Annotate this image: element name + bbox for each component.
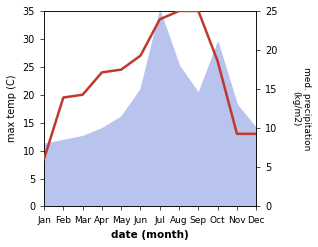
Y-axis label: med. precipitation
(kg/m2): med. precipitation (kg/m2) — [292, 67, 311, 150]
Y-axis label: max temp (C): max temp (C) — [7, 75, 17, 143]
X-axis label: date (month): date (month) — [111, 230, 189, 240]
